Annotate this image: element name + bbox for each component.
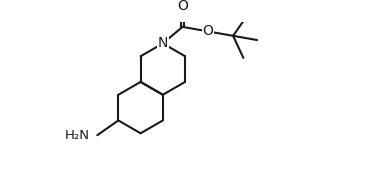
- Text: O: O: [177, 0, 188, 13]
- Text: O: O: [202, 24, 213, 38]
- Text: N: N: [158, 36, 168, 50]
- Text: H₂N: H₂N: [65, 129, 90, 142]
